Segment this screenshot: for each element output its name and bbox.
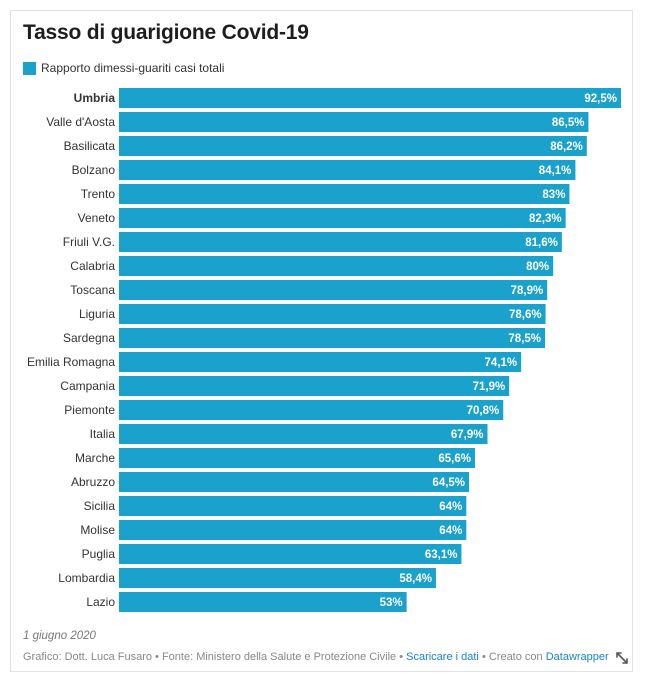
legend-label: Rapporto dimessi-guariti casi totali bbox=[41, 61, 225, 75]
value-label: 82,3% bbox=[529, 213, 562, 225]
value-label: 74,1% bbox=[485, 357, 518, 369]
category-label: Toscana bbox=[70, 283, 115, 297]
value-label: 84,1% bbox=[539, 165, 572, 177]
value-label: 78,9% bbox=[511, 285, 544, 297]
bar bbox=[119, 496, 467, 516]
legend: Rapporto dimessi-guariti casi totali bbox=[23, 61, 224, 75]
bar bbox=[119, 304, 546, 324]
value-label: 65,6% bbox=[438, 453, 471, 465]
bar bbox=[119, 256, 554, 276]
bar bbox=[119, 184, 570, 204]
value-label: 92,5% bbox=[584, 93, 617, 105]
value-label: 64% bbox=[439, 525, 462, 537]
value-label: 63,1% bbox=[425, 549, 458, 561]
value-label: 78,6% bbox=[509, 309, 542, 321]
value-label: 83% bbox=[542, 189, 565, 201]
category-label: Umbria bbox=[74, 91, 116, 105]
bar bbox=[119, 520, 467, 540]
created-with-text: • Creato con bbox=[481, 651, 543, 663]
bar bbox=[119, 400, 504, 420]
category-label: Lombardia bbox=[58, 571, 115, 585]
datawrapper-link[interactable]: Datawrapper bbox=[545, 651, 609, 663]
value-label: 78,5% bbox=[508, 333, 541, 345]
bar bbox=[119, 136, 587, 156]
category-label: Bolzano bbox=[72, 163, 116, 177]
chart-container: Tasso di guarigione Covid-19 Rapporto di… bbox=[10, 10, 633, 672]
value-label: 67,9% bbox=[451, 429, 484, 441]
value-label: 86,5% bbox=[552, 117, 585, 129]
bar bbox=[119, 208, 566, 228]
category-label: Italia bbox=[90, 427, 116, 441]
bar bbox=[119, 328, 546, 348]
value-label: 86,2% bbox=[550, 141, 583, 153]
bar bbox=[119, 88, 621, 108]
category-label: Basilicata bbox=[64, 139, 116, 153]
category-label: Molise bbox=[80, 523, 115, 537]
category-label: Sardegna bbox=[63, 331, 115, 345]
category-label: Valle d'Aosta bbox=[46, 115, 115, 129]
value-label: 58,4% bbox=[399, 573, 432, 585]
value-label: 70,8% bbox=[467, 405, 500, 417]
bar bbox=[119, 352, 522, 372]
category-label: Piemonte bbox=[64, 403, 115, 417]
category-label: Campania bbox=[60, 379, 115, 393]
bar bbox=[119, 544, 462, 564]
value-label: 64% bbox=[439, 501, 462, 513]
bar bbox=[119, 448, 476, 468]
category-label: Puglia bbox=[82, 547, 116, 561]
footer-credits: Grafico: Dott. Luca Fusaro • Fonte: Mini… bbox=[23, 651, 609, 663]
bar bbox=[119, 568, 436, 588]
footer-date: 1 giugno 2020 bbox=[23, 630, 96, 642]
bar bbox=[119, 376, 510, 396]
category-label: Lazio bbox=[86, 595, 115, 609]
category-label: Veneto bbox=[78, 211, 116, 225]
bar bbox=[119, 592, 407, 612]
bar bbox=[119, 472, 470, 492]
legend-swatch bbox=[23, 61, 36, 75]
category-label: Sicilia bbox=[84, 499, 116, 513]
chart-title: Tasso di guarigione Covid-19 bbox=[23, 21, 309, 44]
resize-arrows-icon[interactable] bbox=[615, 651, 629, 665]
category-label: Emilia Romagna bbox=[27, 355, 115, 369]
category-label: Abruzzo bbox=[71, 475, 115, 489]
category-label: Marche bbox=[75, 451, 115, 465]
value-label: 80% bbox=[526, 261, 549, 273]
download-data-link[interactable]: Scaricare i dati bbox=[406, 651, 479, 663]
value-label: 71,9% bbox=[473, 381, 506, 393]
bar bbox=[119, 280, 548, 300]
bar-chart: Umbria 92,5% Valle d'Aosta 86,5% Basilicata 8… bbox=[27, 88, 621, 612]
category-label: Calabria bbox=[70, 259, 115, 273]
value-label: 64,5% bbox=[432, 477, 465, 489]
credits-text: Grafico: Dott. Luca Fusaro • Fonte: Mini… bbox=[23, 651, 404, 663]
category-label: Liguria bbox=[79, 307, 115, 321]
value-label: 81,6% bbox=[525, 237, 558, 249]
value-label: 53% bbox=[380, 597, 403, 609]
category-label: Friuli V.G. bbox=[63, 235, 115, 249]
bar bbox=[119, 232, 562, 252]
category-label: Trento bbox=[81, 187, 116, 201]
bar bbox=[119, 160, 576, 180]
bar bbox=[119, 112, 589, 132]
bar bbox=[119, 424, 488, 444]
